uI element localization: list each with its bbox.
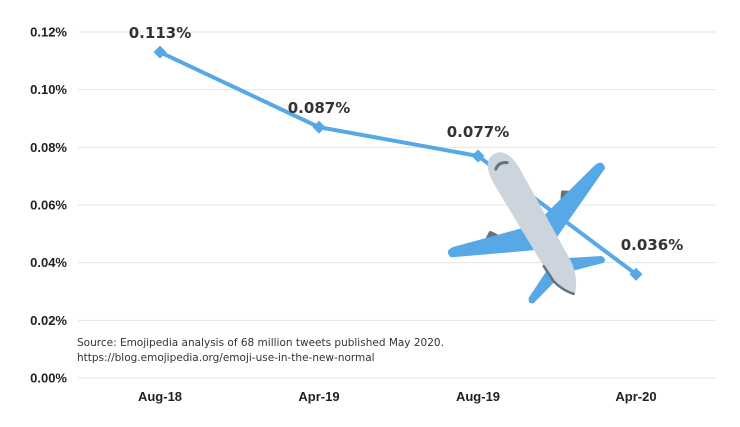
y-tick-label: 0.06% — [30, 198, 67, 213]
source-note: Source: Emojipedia analysis of 68 millio… — [77, 336, 444, 366]
y-tick-label: 0.10% — [30, 82, 67, 97]
data-labels: 0.113% 0.087% 0.077% 0.036% — [129, 24, 683, 254]
x-tick-label: Aug-18 — [138, 389, 182, 404]
y-tick-label: 0.12% — [30, 25, 67, 40]
data-point-marker — [629, 267, 643, 281]
data-label: 0.113% — [129, 24, 191, 42]
x-tick-label: Aug-19 — [456, 389, 500, 404]
y-tick-label: 0.08% — [30, 140, 67, 155]
source-text: Source: Emojipedia analysis of 68 millio… — [77, 337, 444, 349]
y-tick-label: 0.00% — [30, 371, 67, 386]
series-line-path — [158, 50, 638, 277]
data-point-marker — [153, 45, 167, 59]
y-axis-ticks: 0.00% 0.02% 0.04% 0.06% 0.08% 0.10% 0.12% — [30, 25, 67, 386]
y-tick-label: 0.04% — [30, 255, 67, 270]
y-tick-label: 0.02% — [30, 313, 67, 328]
data-label: 0.036% — [621, 236, 683, 254]
airplane-emoji-icon — [447, 152, 606, 304]
data-point-marker — [471, 149, 485, 163]
gridlines — [78, 31, 716, 379]
x-tick-label: Apr-20 — [615, 389, 656, 404]
data-label: 0.077% — [447, 123, 509, 141]
x-tick-label: Apr-19 — [298, 389, 339, 404]
data-label: 0.087% — [288, 99, 350, 117]
source-url: https://blog.emojipedia.org/emoji-use-in… — [77, 352, 375, 364]
series-line — [153, 45, 643, 281]
data-point-marker — [312, 120, 326, 134]
x-axis-ticks: Aug-18 Apr-19 Aug-19 Apr-20 — [138, 389, 657, 404]
